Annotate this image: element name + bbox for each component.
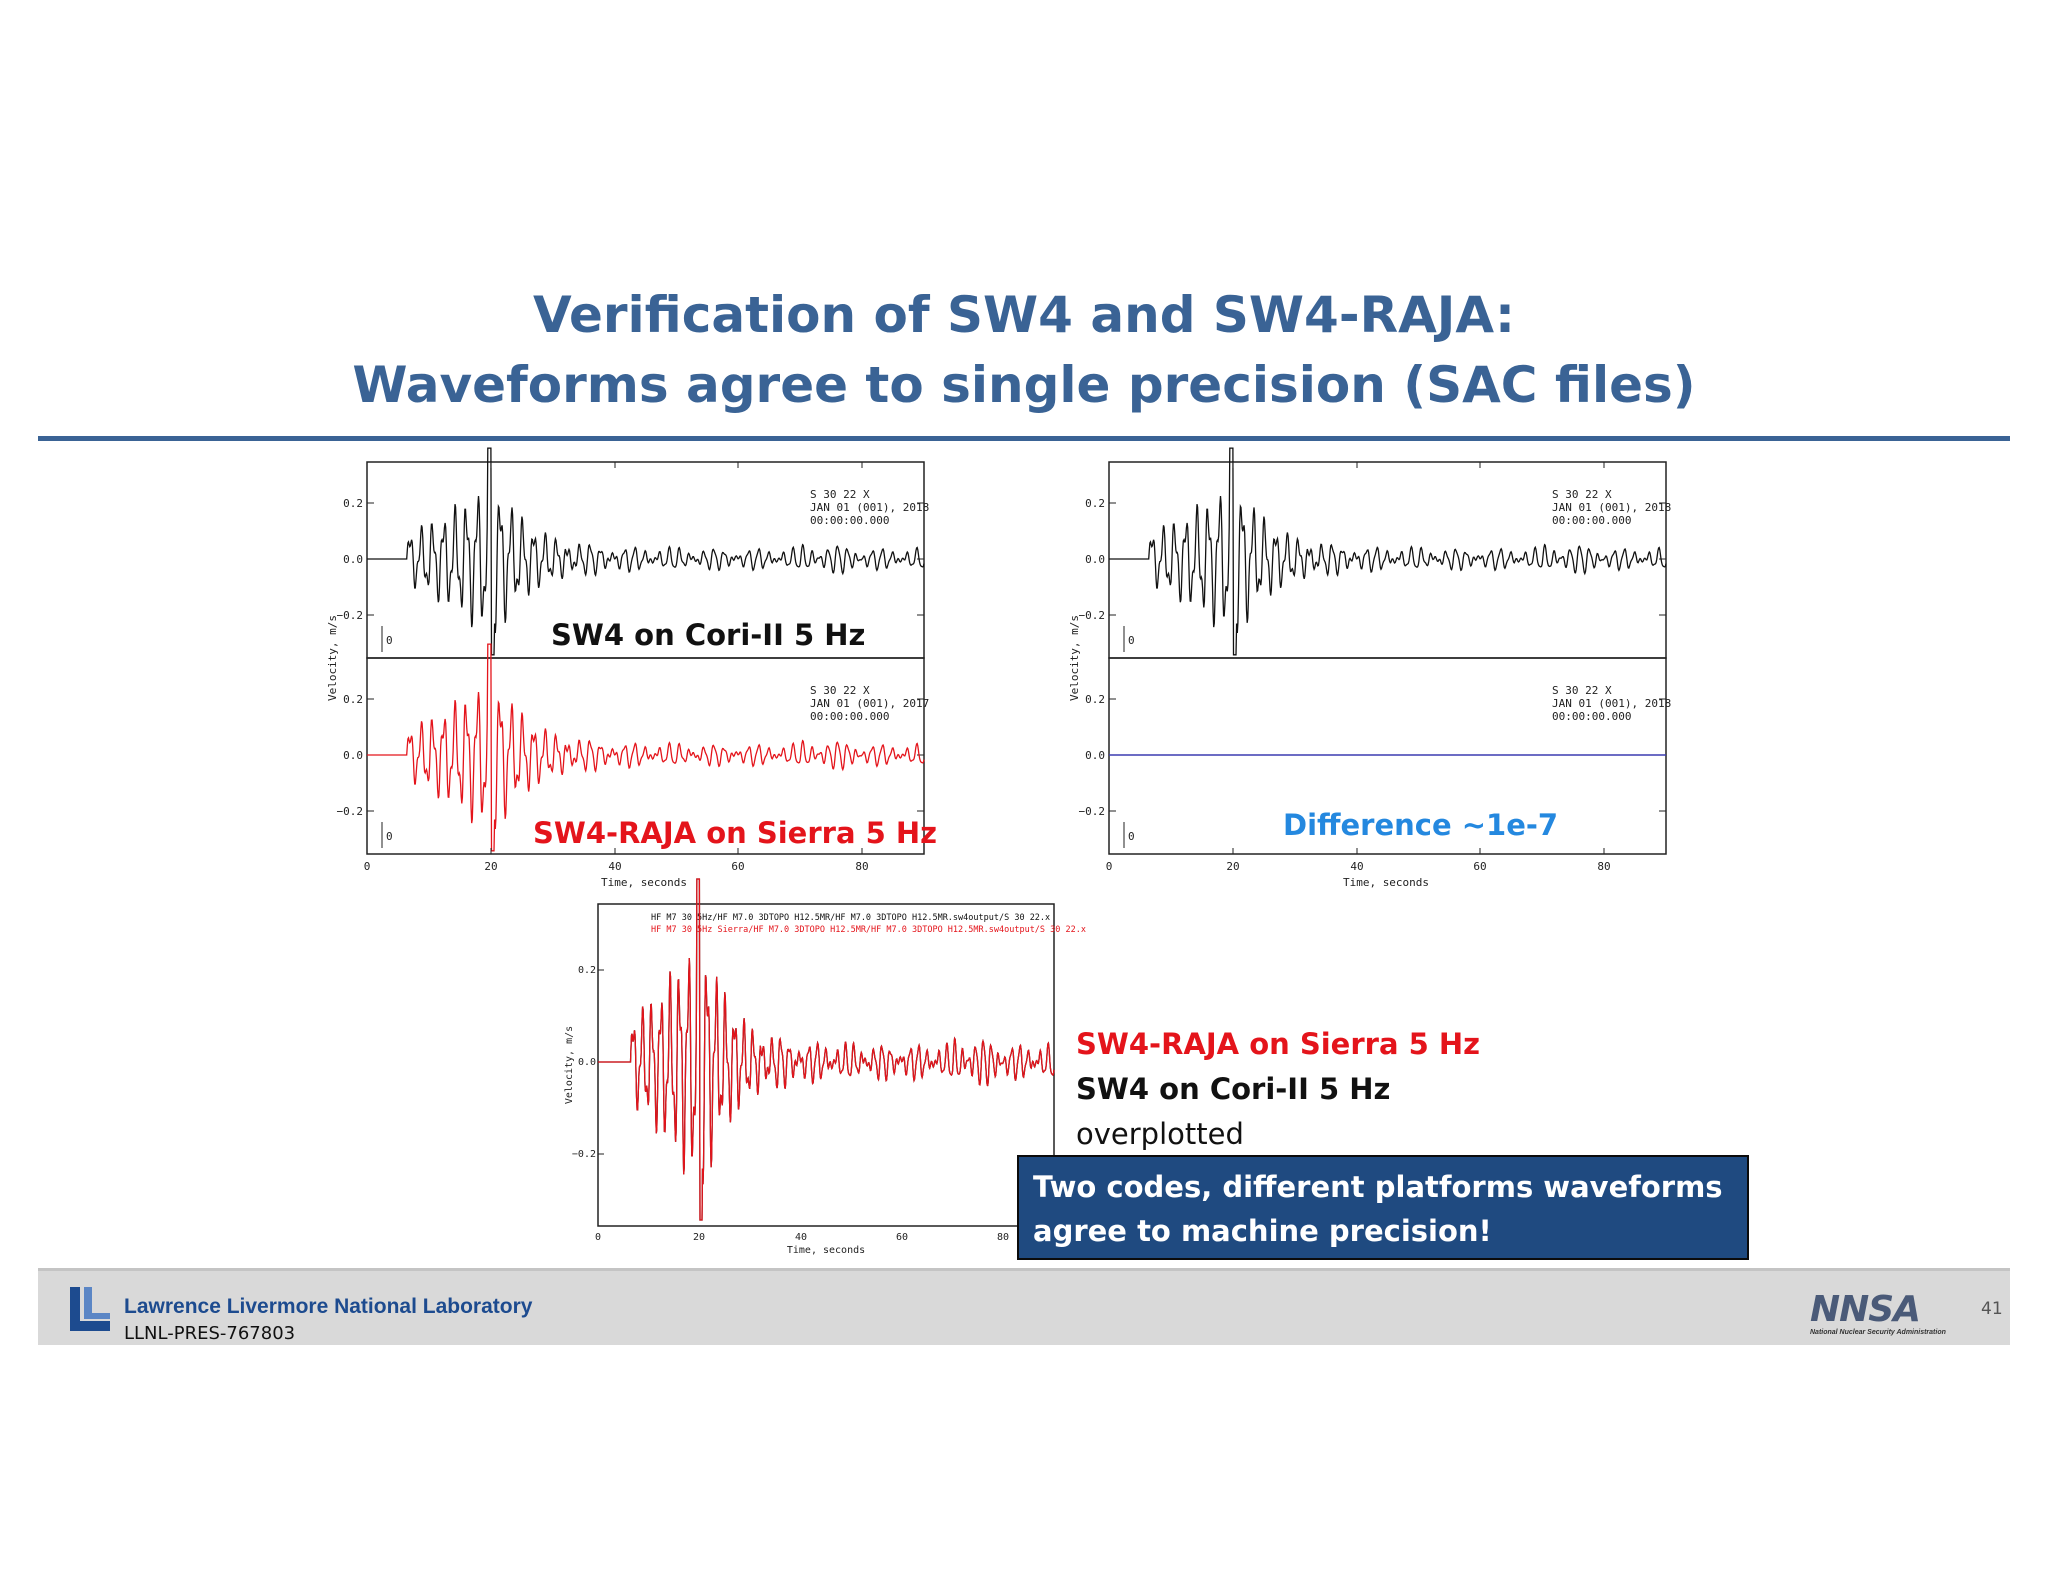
legend: HF M7 30 5Hz/HF M7.0 3DTOPO H12.5MR/HF M… (651, 913, 1086, 935)
svg-text:JAN 01 (001), 2018: JAN 01 (001), 2018 (1552, 501, 1671, 514)
caption-difference: Difference ~1e-7 (1283, 808, 1559, 842)
svg-text:HF M7 30 5Hz Sierra/HF M7.0 3D: HF M7 30 5Hz Sierra/HF M7.0 3DTOPO H12.5… (651, 925, 1086, 935)
svg-text:S 30 22 X: S 30 22 X (810, 488, 870, 501)
presentation-id: LLNL-PRES-767803 (124, 1323, 296, 1344)
xtick-label: 80 (855, 860, 868, 873)
overlay-note: SW4-RAJA on Sierra 5 Hz SW4 on Cori-II 5… (1076, 1022, 1480, 1157)
ytick-label: 0.2 (343, 497, 363, 510)
yticks-top: 0.2 0.0 −0.2 (337, 497, 364, 622)
plot-sw4-vs-raja: 0.2 0.0 −0.2 0.2 0.0 −0.2 Velocity, m/s … (326, 447, 929, 889)
frame-bottom (1108, 657, 1667, 855)
ytick-label: 0.2 (578, 965, 596, 976)
y-axis-label: Velocity, m/s (564, 1026, 575, 1104)
header-bottom: S 30 22 X JAN 01 (001), 2017 00:00:00.00… (810, 684, 929, 723)
caption-raja: SW4-RAJA on Sierra 5 Hz (533, 816, 938, 850)
footer: Lawrence Livermore National Laboratory L… (38, 1268, 2010, 1345)
callout-line-1: Two codes, different platforms waveforms (1033, 1170, 1723, 1204)
svg-text:S 30 22 X: S 30 22 X (1552, 684, 1612, 697)
x-axis-label: Time, seconds (1343, 876, 1429, 889)
xtick-label: 40 (608, 860, 621, 873)
ytick-label: 0.0 (578, 1057, 596, 1068)
xtick-label: 60 (896, 1232, 908, 1243)
sw4-trace (367, 447, 925, 656)
xtick-label: 20 (693, 1232, 705, 1243)
xtick-label: 40 (795, 1232, 807, 1243)
ytick-label: 0.0 (343, 553, 363, 566)
marker-label: 0 (1128, 830, 1135, 843)
callout-line-2: agree to machine precision! (1033, 1214, 1492, 1248)
yticks-bottom: 0.2 0.0 −0.2 (1079, 693, 1106, 818)
y-axis-label: Velocity, m/s (1068, 615, 1081, 701)
xtick-label: 0 (1106, 860, 1113, 873)
plot-overlay: HF M7 30 5Hz/HF M7.0 3DTOPO H12.5MR/HF M… (564, 878, 1086, 1256)
x-axis-label: Time, seconds (601, 876, 687, 889)
yticks: 0.2 0.0 −0.2 (572, 965, 596, 1160)
slide-title: Verification of SW4 and SW4-RAJA: Wavefo… (0, 280, 2048, 420)
yticks-bottom: 0.2 0.0 −0.2 (337, 693, 364, 818)
header-bottom: S 30 22 X JAN 01 (001), 2018 00:00:00.00… (1552, 684, 1671, 723)
ytick-label: −0.2 (1079, 805, 1106, 818)
plot-difference: 0.2 0.0 −0.2 0.2 0.0 −0.2 Velocity, m/s … (1068, 447, 1671, 889)
ytick-label: 0.2 (1085, 497, 1105, 510)
xticks: 0 20 40 60 80 (364, 860, 869, 873)
svg-text:JAN 01 (001), 2018: JAN 01 (001), 2018 (1552, 697, 1671, 710)
overlay-note-raja: SW4-RAJA on Sierra 5 Hz (1076, 1027, 1481, 1061)
ytick-label: 0.0 (1085, 553, 1105, 566)
svg-text:00:00:00.000: 00:00:00.000 (1552, 514, 1631, 527)
raja-trace (367, 643, 925, 852)
ytick-label: 0.0 (343, 749, 363, 762)
xtick-label: 40 (1350, 860, 1363, 873)
caption-sw4: SW4 on Cori-II 5 Hz (551, 618, 866, 652)
frame (597, 903, 1055, 1227)
xtick-label: 0 (595, 1232, 601, 1243)
svg-text:00:00:00.000: 00:00:00.000 (810, 710, 889, 723)
xtick-label: 20 (1226, 860, 1239, 873)
ytick-label: −0.2 (337, 805, 364, 818)
frame-bottom (366, 657, 925, 855)
overlay-note-sw4: SW4 on Cori-II 5 Hz (1076, 1072, 1391, 1106)
marker-label: 0 (386, 634, 393, 647)
svg-text:JAN 01 (001), 2017: JAN 01 (001), 2017 (810, 697, 929, 710)
sw4-trace (1109, 447, 1667, 656)
xtick-label: 60 (1473, 860, 1486, 873)
raja-trace (598, 878, 1055, 1221)
ytick-label: 0.2 (343, 693, 363, 706)
svg-text:00:00:00.000: 00:00:00.000 (810, 514, 889, 527)
x-axis-label: Time, seconds (787, 1245, 865, 1256)
ytick-label: 0.0 (1085, 749, 1105, 762)
title-line-2: Waveforms agree to single precision (SAC… (352, 356, 1696, 414)
marker-label: 0 (386, 830, 393, 843)
xtick-label: 20 (484, 860, 497, 873)
xticks: 0 20 40 60 80 (595, 1232, 1009, 1243)
xtick-label: 60 (731, 860, 744, 873)
svg-text:JAN 01 (001), 2018: JAN 01 (001), 2018 (810, 501, 929, 514)
svg-text:00:00:00.000: 00:00:00.000 (1552, 710, 1631, 723)
svg-text:S 30 22 X: S 30 22 X (1552, 488, 1612, 501)
header-top: S 30 22 X JAN 01 (001), 2018 00:00:00.00… (1552, 488, 1671, 527)
ytick-label: −0.2 (337, 609, 364, 622)
nnsa-wordmark: NNSA (1810, 1289, 1921, 1330)
marker-label: 0 (1128, 634, 1135, 647)
ytick-label: −0.2 (572, 1149, 596, 1160)
xticks: 0 20 40 60 80 (1106, 860, 1611, 873)
nnsa-logo: NNSA National Nuclear Security Administr… (1810, 1289, 1946, 1339)
xtick-label: 80 (997, 1232, 1009, 1243)
header-top: S 30 22 X JAN 01 (001), 2018 00:00:00.00… (810, 488, 929, 527)
nnsa-subtitle: National Nuclear Security Administration (1810, 1329, 1946, 1336)
overlay-note-overplotted: overplotted (1076, 1117, 1244, 1151)
llnl-logo (70, 1287, 110, 1331)
ytick-label: 0.2 (1085, 693, 1105, 706)
y-axis-label: Velocity, m/s (326, 615, 339, 701)
svg-text:S 30 22 X: S 30 22 X (810, 684, 870, 697)
xtick-label: 0 (364, 860, 371, 873)
ytick-label: −0.2 (1079, 609, 1106, 622)
xtick-label: 80 (1597, 860, 1610, 873)
svg-text:HF M7 30 5Hz/HF M7.0 3DTOPO H1: HF M7 30 5Hz/HF M7.0 3DTOPO H12.5MR/HF M… (651, 913, 1050, 923)
title-divider (38, 436, 2010, 441)
yticks-top: 0.2 0.0 −0.2 (1079, 497, 1106, 622)
lab-name: Lawrence Livermore National Laboratory (124, 1295, 533, 1318)
page-number: 41 (1981, 1299, 2003, 1319)
title-line-1: Verification of SW4 and SW4-RAJA: (532, 286, 1516, 344)
callout-box: Two codes, different platforms waveforms… (1017, 1155, 1749, 1260)
